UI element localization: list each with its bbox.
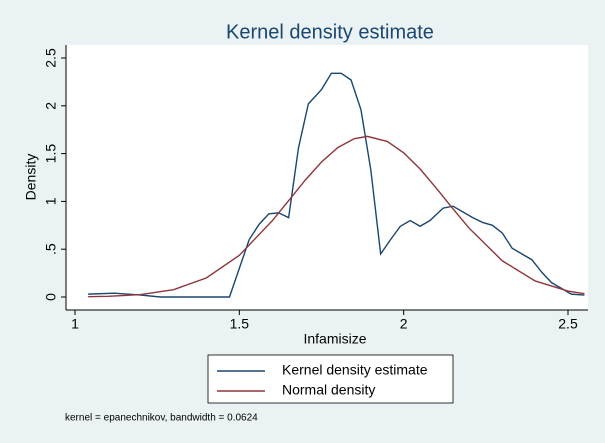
x-tick-label: 1.5 xyxy=(230,316,250,332)
note: kernel = epanechnikov, bandwidth = 0.062… xyxy=(65,413,258,424)
y-tick-label: 1 xyxy=(43,197,59,205)
line xyxy=(88,72,585,298)
y-tick-label: 1.5 xyxy=(43,144,59,164)
chart-title: Kernel density estimate xyxy=(226,21,434,43)
plot-area xyxy=(66,45,588,310)
legend xyxy=(207,354,454,404)
x-tick-label: 2.5 xyxy=(558,316,578,332)
y-tick-label: .5 xyxy=(43,243,59,255)
legend-label: Normal density xyxy=(282,382,375,398)
x-tick-label: 2 xyxy=(400,316,408,332)
y-tick-label: 0 xyxy=(43,293,59,301)
y-axis-title: Density xyxy=(23,154,39,201)
legend-label: Kernel density estimate xyxy=(282,362,428,378)
y-tick-label: 2 xyxy=(43,102,59,110)
x-tick-label: 1 xyxy=(71,316,79,332)
line xyxy=(88,135,585,298)
x-axis-title: Infamisize xyxy=(303,331,366,347)
y-tick-label: 2.5 xyxy=(43,48,59,68)
